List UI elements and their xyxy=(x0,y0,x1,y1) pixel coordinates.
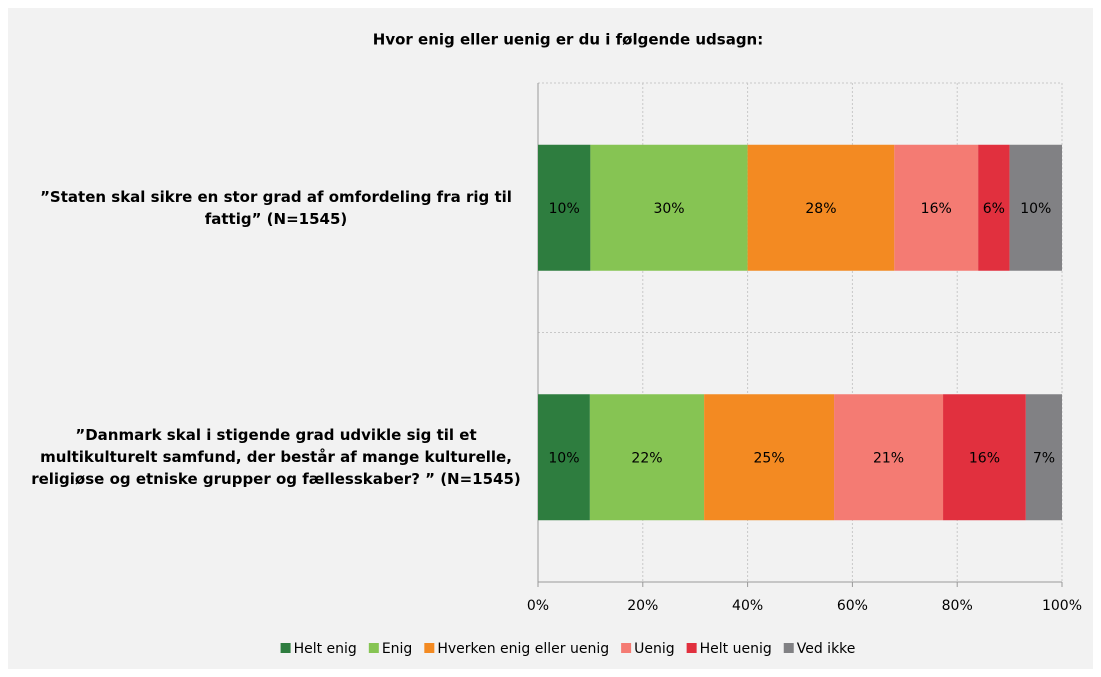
legend-swatch xyxy=(621,643,632,653)
value-label: 28% xyxy=(805,201,836,217)
legend-label: Ved ikke xyxy=(797,641,856,657)
category-label: ”Danmark skal i stigende grad udvikle si… xyxy=(31,426,521,489)
value-label: 30% xyxy=(653,201,684,217)
bar-segment xyxy=(1025,394,1062,521)
category-label: ”Staten skal sikre en stor grad af omfor… xyxy=(40,187,512,228)
value-label: 7% xyxy=(1033,450,1055,466)
value-label: 6% xyxy=(983,201,1005,217)
bar-segment xyxy=(538,144,591,271)
value-label: 10% xyxy=(1020,201,1051,217)
value-label: 10% xyxy=(548,450,579,466)
legend-label: Helt enig xyxy=(294,641,357,657)
bar-segment xyxy=(538,394,590,521)
value-label: 25% xyxy=(754,450,785,466)
value-label: 21% xyxy=(873,450,904,466)
legend-label: Hverken enig eller uenig xyxy=(437,641,609,657)
value-label: 16% xyxy=(921,201,952,217)
bar-segment xyxy=(1009,144,1062,271)
legend-swatch xyxy=(686,643,697,653)
value-label: 16% xyxy=(969,450,1000,466)
x-tick-label: 100% xyxy=(1042,598,1082,614)
bar-segment xyxy=(704,394,835,521)
x-tick-label: 0% xyxy=(527,598,549,614)
legend-label: Helt uenig xyxy=(700,641,772,657)
bar-segment xyxy=(943,394,1026,521)
bar-segment xyxy=(978,144,1010,271)
bar-segment xyxy=(834,394,944,521)
legend-swatch xyxy=(280,643,291,653)
legend-label: Enig xyxy=(382,641,413,657)
legend-label: Uenig xyxy=(634,641,675,657)
bar-segment xyxy=(747,144,895,271)
background xyxy=(8,8,1093,669)
value-label: 10% xyxy=(549,201,580,217)
legend-swatch xyxy=(368,643,379,653)
bar-segment xyxy=(894,144,979,271)
legend-swatch xyxy=(424,643,435,653)
x-tick-label: 20% xyxy=(627,598,658,614)
x-tick-label: 60% xyxy=(837,598,868,614)
x-tick-label: 80% xyxy=(942,598,973,614)
bar-segment xyxy=(589,394,705,521)
chart-title: Hvor enig eller uenig er du i følgende u… xyxy=(373,31,763,49)
x-tick-label: 40% xyxy=(732,598,763,614)
bar-segment xyxy=(590,144,748,271)
value-label: 22% xyxy=(631,450,662,466)
legend-swatch xyxy=(783,643,794,653)
